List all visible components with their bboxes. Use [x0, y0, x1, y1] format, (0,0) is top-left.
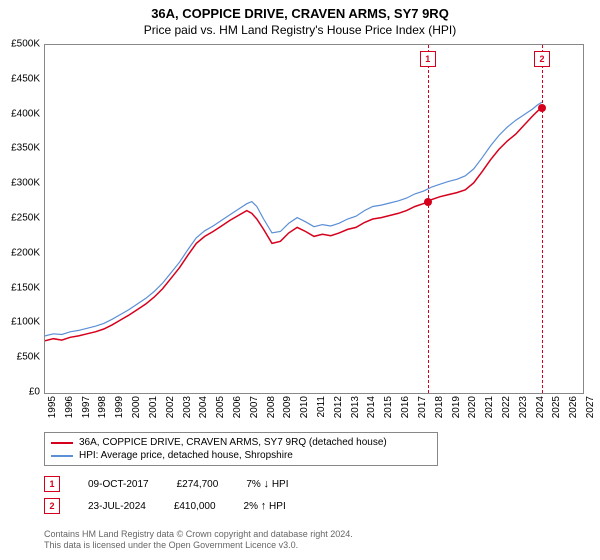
y-tick-label: £500K: [0, 39, 40, 50]
sale-delta: 2% ↑ HPI: [244, 500, 286, 512]
sale-marker-label: 1: [420, 51, 436, 67]
arrow-up-icon: ↑: [261, 500, 267, 512]
x-tick-label: 2019: [451, 396, 462, 418]
plot-svg: [45, 45, 583, 393]
arrow-down-icon: ↓: [264, 478, 270, 490]
x-tick-label: 2018: [434, 396, 445, 418]
y-tick-label: £450K: [0, 73, 40, 84]
x-tick-label: 2025: [551, 396, 562, 418]
legend: 36A, COPPICE DRIVE, CRAVEN ARMS, SY7 9RQ…: [44, 432, 438, 466]
x-tick-label: 2009: [282, 396, 293, 418]
sale-row: 1 09-OCT-2017 £274,700 7% ↓ HPI: [44, 476, 289, 492]
sale-price: £274,700: [177, 479, 219, 490]
series-hpi: [45, 102, 542, 336]
y-tick-label: £200K: [0, 247, 40, 258]
x-tick-label: 2004: [198, 396, 209, 418]
series-property: [45, 108, 542, 341]
x-tick-label: 1999: [114, 396, 125, 418]
x-tick-label: 2002: [165, 396, 176, 418]
x-tick-label: 2023: [518, 396, 529, 418]
x-tick-label: 2007: [249, 396, 260, 418]
footer-line: This data is licensed under the Open Gov…: [44, 540, 353, 552]
x-tick-label: 2020: [467, 396, 478, 418]
x-tick-label: 2015: [383, 396, 394, 418]
sale-marker-icon: 2: [44, 498, 60, 514]
chart-title: 36A, COPPICE DRIVE, CRAVEN ARMS, SY7 9RQ: [0, 0, 600, 21]
x-tick-label: 2006: [232, 396, 243, 418]
x-tick-label: 2022: [501, 396, 512, 418]
legend-label: 36A, COPPICE DRIVE, CRAVEN ARMS, SY7 9RQ…: [79, 437, 387, 448]
y-tick-label: £50K: [0, 352, 40, 363]
x-tick-label: 2001: [148, 396, 159, 418]
x-tick-label: 1997: [81, 396, 92, 418]
legend-label: HPI: Average price, detached house, Shro…: [79, 450, 293, 461]
sale-delta: 7% ↓ HPI: [246, 478, 288, 490]
x-tick-label: 2013: [350, 396, 361, 418]
y-tick-label: £300K: [0, 178, 40, 189]
y-tick-label: £150K: [0, 282, 40, 293]
legend-swatch: [51, 455, 73, 457]
x-tick-label: 2021: [484, 396, 495, 418]
footer: Contains HM Land Registry data © Crown c…: [44, 529, 353, 552]
x-tick-label: 2010: [299, 396, 310, 418]
x-tick-label: 2026: [568, 396, 579, 418]
y-tick-label: £0: [0, 387, 40, 398]
x-tick-label: 2012: [333, 396, 344, 418]
x-tick-label: 2000: [131, 396, 142, 418]
x-tick-label: 2016: [400, 396, 411, 418]
sale-marker-icon: 1: [44, 476, 60, 492]
sale-vline: [428, 45, 429, 393]
x-tick-label: 2017: [417, 396, 428, 418]
x-tick-label: 2003: [182, 396, 193, 418]
y-tick-label: £400K: [0, 108, 40, 119]
x-tick-label: 1996: [64, 396, 75, 418]
x-tick-label: 2027: [585, 396, 596, 418]
sale-date: 23-JUL-2024: [88, 501, 146, 512]
plot-area: 12: [44, 44, 584, 394]
sale-point: [538, 104, 546, 112]
legend-item: 36A, COPPICE DRIVE, CRAVEN ARMS, SY7 9RQ…: [51, 436, 431, 449]
y-tick-label: £100K: [0, 317, 40, 328]
x-tick-label: 2008: [266, 396, 277, 418]
sale-price: £410,000: [174, 501, 216, 512]
y-tick-label: £250K: [0, 213, 40, 224]
chart-container: 36A, COPPICE DRIVE, CRAVEN ARMS, SY7 9RQ…: [0, 0, 600, 560]
sale-row: 2 23-JUL-2024 £410,000 2% ↑ HPI: [44, 498, 286, 514]
x-tick-label: 2024: [535, 396, 546, 418]
chart-subtitle: Price paid vs. HM Land Registry's House …: [0, 21, 600, 41]
x-tick-label: 2005: [215, 396, 226, 418]
sale-point: [424, 198, 432, 206]
x-tick-label: 2014: [366, 396, 377, 418]
sale-marker-label: 2: [534, 51, 550, 67]
x-tick-label: 2011: [316, 396, 327, 418]
footer-line: Contains HM Land Registry data © Crown c…: [44, 529, 353, 541]
sale-vline: [542, 45, 543, 393]
x-tick-label: 1995: [47, 396, 58, 418]
sale-date: 09-OCT-2017: [88, 479, 149, 490]
legend-item: HPI: Average price, detached house, Shro…: [51, 449, 431, 462]
x-tick-label: 1998: [97, 396, 108, 418]
y-tick-label: £350K: [0, 143, 40, 154]
legend-swatch: [51, 442, 73, 444]
